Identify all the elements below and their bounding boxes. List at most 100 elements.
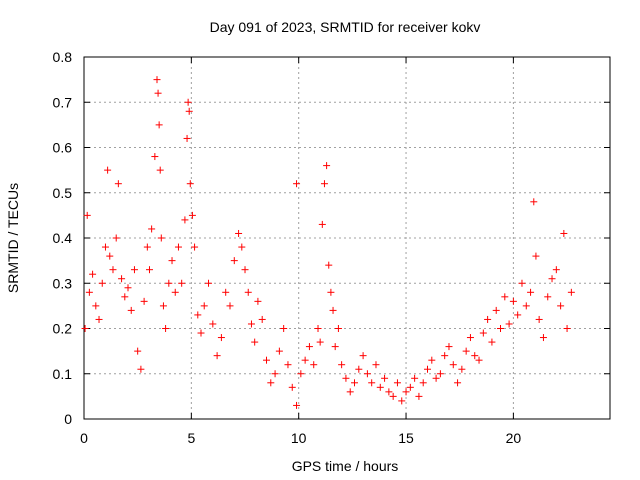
data-point bbox=[359, 352, 367, 360]
data-point bbox=[544, 293, 552, 301]
data-point bbox=[235, 229, 243, 237]
data-point bbox=[181, 216, 189, 224]
y-axis-label: SRMTID / TECUs bbox=[5, 183, 21, 293]
x-tick-label: 20 bbox=[506, 430, 522, 446]
data-point bbox=[127, 306, 135, 314]
data-point bbox=[188, 211, 196, 219]
x-tick-label: 5 bbox=[187, 430, 195, 446]
data-point bbox=[509, 297, 517, 305]
data-point bbox=[241, 266, 249, 274]
data-point bbox=[402, 388, 410, 396]
data-point bbox=[186, 180, 194, 188]
data-point bbox=[552, 266, 560, 274]
data-point bbox=[310, 361, 318, 369]
y-tick-label: 0.2 bbox=[53, 321, 73, 337]
data-point bbox=[95, 315, 103, 323]
data-point bbox=[148, 225, 156, 233]
grid-layer bbox=[84, 57, 610, 419]
data-point bbox=[505, 320, 513, 328]
data-point bbox=[83, 211, 91, 219]
data-point bbox=[130, 266, 138, 274]
data-point bbox=[254, 297, 262, 305]
data-point bbox=[205, 279, 213, 287]
data-point bbox=[342, 374, 350, 382]
data-point bbox=[548, 275, 556, 283]
data-point bbox=[393, 379, 401, 387]
data-point bbox=[471, 352, 479, 360]
data-point bbox=[445, 343, 453, 351]
data-point bbox=[155, 121, 163, 129]
data-point bbox=[301, 356, 309, 364]
data-point bbox=[293, 401, 301, 409]
data-point bbox=[262, 356, 270, 364]
data-point bbox=[297, 370, 305, 378]
data-point bbox=[389, 392, 397, 400]
data-point bbox=[530, 198, 538, 206]
data-point bbox=[329, 306, 337, 314]
data-point bbox=[118, 275, 126, 283]
data-point bbox=[323, 162, 331, 170]
data-point bbox=[244, 288, 252, 296]
data-point bbox=[327, 288, 335, 296]
data-point bbox=[178, 279, 186, 287]
data-point bbox=[288, 383, 296, 391]
data-point bbox=[275, 347, 283, 355]
data-point bbox=[346, 388, 354, 396]
y-tick-label: 0 bbox=[64, 411, 72, 427]
data-point bbox=[314, 325, 322, 332]
data-point bbox=[222, 288, 230, 296]
data-point bbox=[153, 76, 161, 84]
data-point bbox=[318, 220, 326, 228]
data-point bbox=[411, 374, 419, 382]
data-point bbox=[137, 365, 145, 373]
data-point bbox=[185, 107, 193, 115]
y-tick-label: 0.4 bbox=[53, 230, 73, 246]
data-point bbox=[381, 374, 389, 382]
data-point bbox=[479, 329, 487, 337]
data-point bbox=[230, 257, 238, 265]
data-point bbox=[428, 356, 436, 364]
data-point bbox=[372, 361, 380, 369]
data-point bbox=[104, 166, 112, 174]
y-tick-label: 0.3 bbox=[53, 275, 73, 291]
data-point bbox=[194, 311, 202, 319]
data-point bbox=[436, 370, 444, 378]
data-point bbox=[151, 153, 159, 161]
data-point bbox=[518, 279, 526, 287]
data-point bbox=[338, 361, 346, 369]
data-point bbox=[351, 379, 359, 387]
data-point bbox=[484, 315, 492, 323]
data-marks bbox=[81, 76, 575, 409]
chart-title: Day 091 of 2023, SRMTID for receiver kok… bbox=[210, 19, 481, 35]
data-point bbox=[563, 325, 571, 332]
data-point bbox=[140, 297, 148, 305]
data-point bbox=[293, 180, 301, 188]
data-point bbox=[331, 343, 339, 351]
data-point bbox=[114, 180, 122, 188]
data-point bbox=[112, 234, 120, 242]
data-point bbox=[355, 365, 363, 373]
data-point bbox=[226, 302, 234, 310]
data-point bbox=[134, 347, 142, 355]
data-point bbox=[238, 243, 246, 251]
x-tick-label: 10 bbox=[291, 430, 307, 446]
data-point bbox=[325, 261, 333, 269]
data-point bbox=[121, 293, 129, 301]
data-point bbox=[424, 365, 432, 373]
data-point bbox=[247, 320, 255, 328]
data-point bbox=[535, 315, 543, 323]
data-point bbox=[209, 320, 217, 328]
data-point bbox=[539, 334, 547, 342]
data-point bbox=[527, 288, 535, 296]
data-point bbox=[284, 361, 292, 369]
data-point bbox=[567, 288, 575, 296]
data-point bbox=[171, 288, 179, 296]
data-point bbox=[398, 397, 406, 405]
data-point bbox=[385, 388, 393, 396]
data-point bbox=[213, 352, 221, 360]
data-point bbox=[419, 379, 427, 387]
data-point bbox=[168, 257, 176, 265]
data-point bbox=[488, 338, 496, 346]
data-point bbox=[466, 334, 474, 342]
data-point bbox=[98, 279, 106, 287]
